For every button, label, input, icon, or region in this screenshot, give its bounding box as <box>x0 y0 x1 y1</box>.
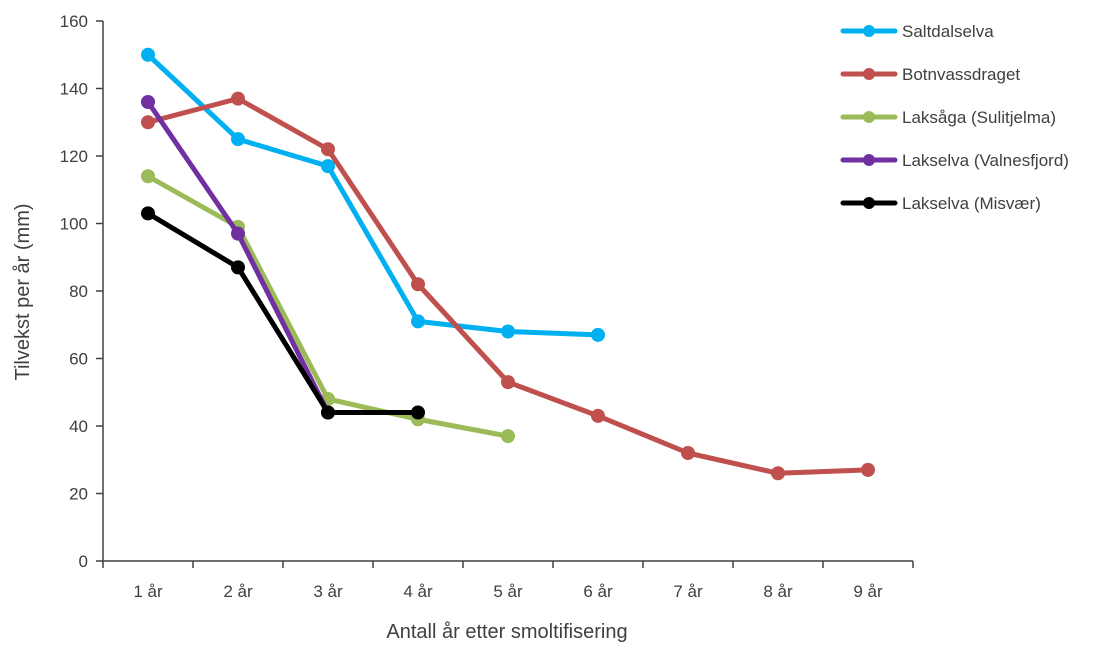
x-tick-label: 2 år <box>223 582 253 601</box>
data-point <box>501 324 515 339</box>
data-point <box>681 446 695 460</box>
x-tick-label: 5 år <box>493 582 523 601</box>
data-point <box>321 405 335 420</box>
y-tick-label: 120 <box>60 147 88 166</box>
x-tick-label: 7 år <box>673 582 703 601</box>
series-2 <box>141 169 515 444</box>
y-tick-label: 0 <box>79 552 88 571</box>
y-tick-label: 160 <box>60 12 88 31</box>
series-line <box>145 96 871 476</box>
data-point <box>141 115 155 130</box>
data-point <box>591 327 605 342</box>
legend-item: Botnvassdraget <box>840 65 1020 84</box>
x-tick-label: 1 år <box>133 582 163 601</box>
data-point <box>141 206 155 221</box>
legend-swatch-marker <box>863 197 875 209</box>
data-point <box>231 260 245 275</box>
x-tick-label: 6 år <box>583 582 613 601</box>
data-point <box>231 91 245 106</box>
y-tick-label: 100 <box>60 215 88 234</box>
y-tick-label: 140 <box>60 80 88 99</box>
legend-label: Lakselva (Valnesfjord) <box>902 151 1069 170</box>
legend-label: Laksåga (Sulitjelma) <box>902 108 1056 127</box>
data-point <box>321 142 335 157</box>
data-point <box>501 375 515 390</box>
axes: 0 20 40 60 80 100 120 140 160 1 år 2 år 3 år 4 år 5 å… <box>60 12 914 601</box>
legend-swatch-marker <box>863 111 875 123</box>
series-1 <box>141 91 875 481</box>
legend-label: Lakselva (Misvær) <box>902 194 1041 213</box>
series-0 <box>141 47 605 342</box>
x-tick-label: 9 år <box>853 582 883 601</box>
y-tick-label: 60 <box>69 350 88 369</box>
legend-swatch-marker <box>863 68 875 80</box>
data-point <box>321 159 335 174</box>
x-tick-label: 4 år <box>403 582 433 601</box>
y-tick-label: 80 <box>69 282 88 301</box>
legend-item: Saltdalselva <box>840 22 994 41</box>
series-4 <box>141 206 425 420</box>
x-axis-title: Antall år etter smoltifisering <box>386 621 627 643</box>
legend-label: Saltdalselva <box>902 22 994 41</box>
legend-swatch-marker <box>863 154 875 166</box>
y-tick-label: 20 <box>69 485 88 504</box>
legend-item: Lakselva (Misvær) <box>840 194 1041 213</box>
legend-item: Lakselva (Valnesfjord) <box>840 151 1069 170</box>
data-point <box>141 169 155 184</box>
data-point <box>501 429 515 444</box>
legend: Saltdalselva Botnvassdraget Laksåga (Sulit… <box>840 22 1069 213</box>
data-point <box>771 466 785 481</box>
data-point <box>411 405 425 420</box>
series-line <box>145 210 421 415</box>
data-point <box>591 408 605 423</box>
series-layer <box>141 47 875 481</box>
data-point <box>141 95 155 109</box>
legend-swatch-marker <box>863 25 875 37</box>
data-point <box>411 277 425 292</box>
x-tick-label: 8 år <box>763 582 793 601</box>
data-point <box>861 462 875 477</box>
data-point <box>231 132 245 147</box>
data-point <box>411 314 425 329</box>
x-tick-label: 3 år <box>313 582 343 601</box>
y-axis-title: Tilvekst per år (mm) <box>12 203 34 380</box>
y-tick-label: 40 <box>69 417 88 436</box>
legend-label: Botnvassdraget <box>902 65 1020 84</box>
data-point <box>231 226 245 241</box>
series-line <box>145 52 601 338</box>
legend-item: Laksåga (Sulitjelma) <box>840 108 1056 127</box>
data-point <box>141 47 155 62</box>
